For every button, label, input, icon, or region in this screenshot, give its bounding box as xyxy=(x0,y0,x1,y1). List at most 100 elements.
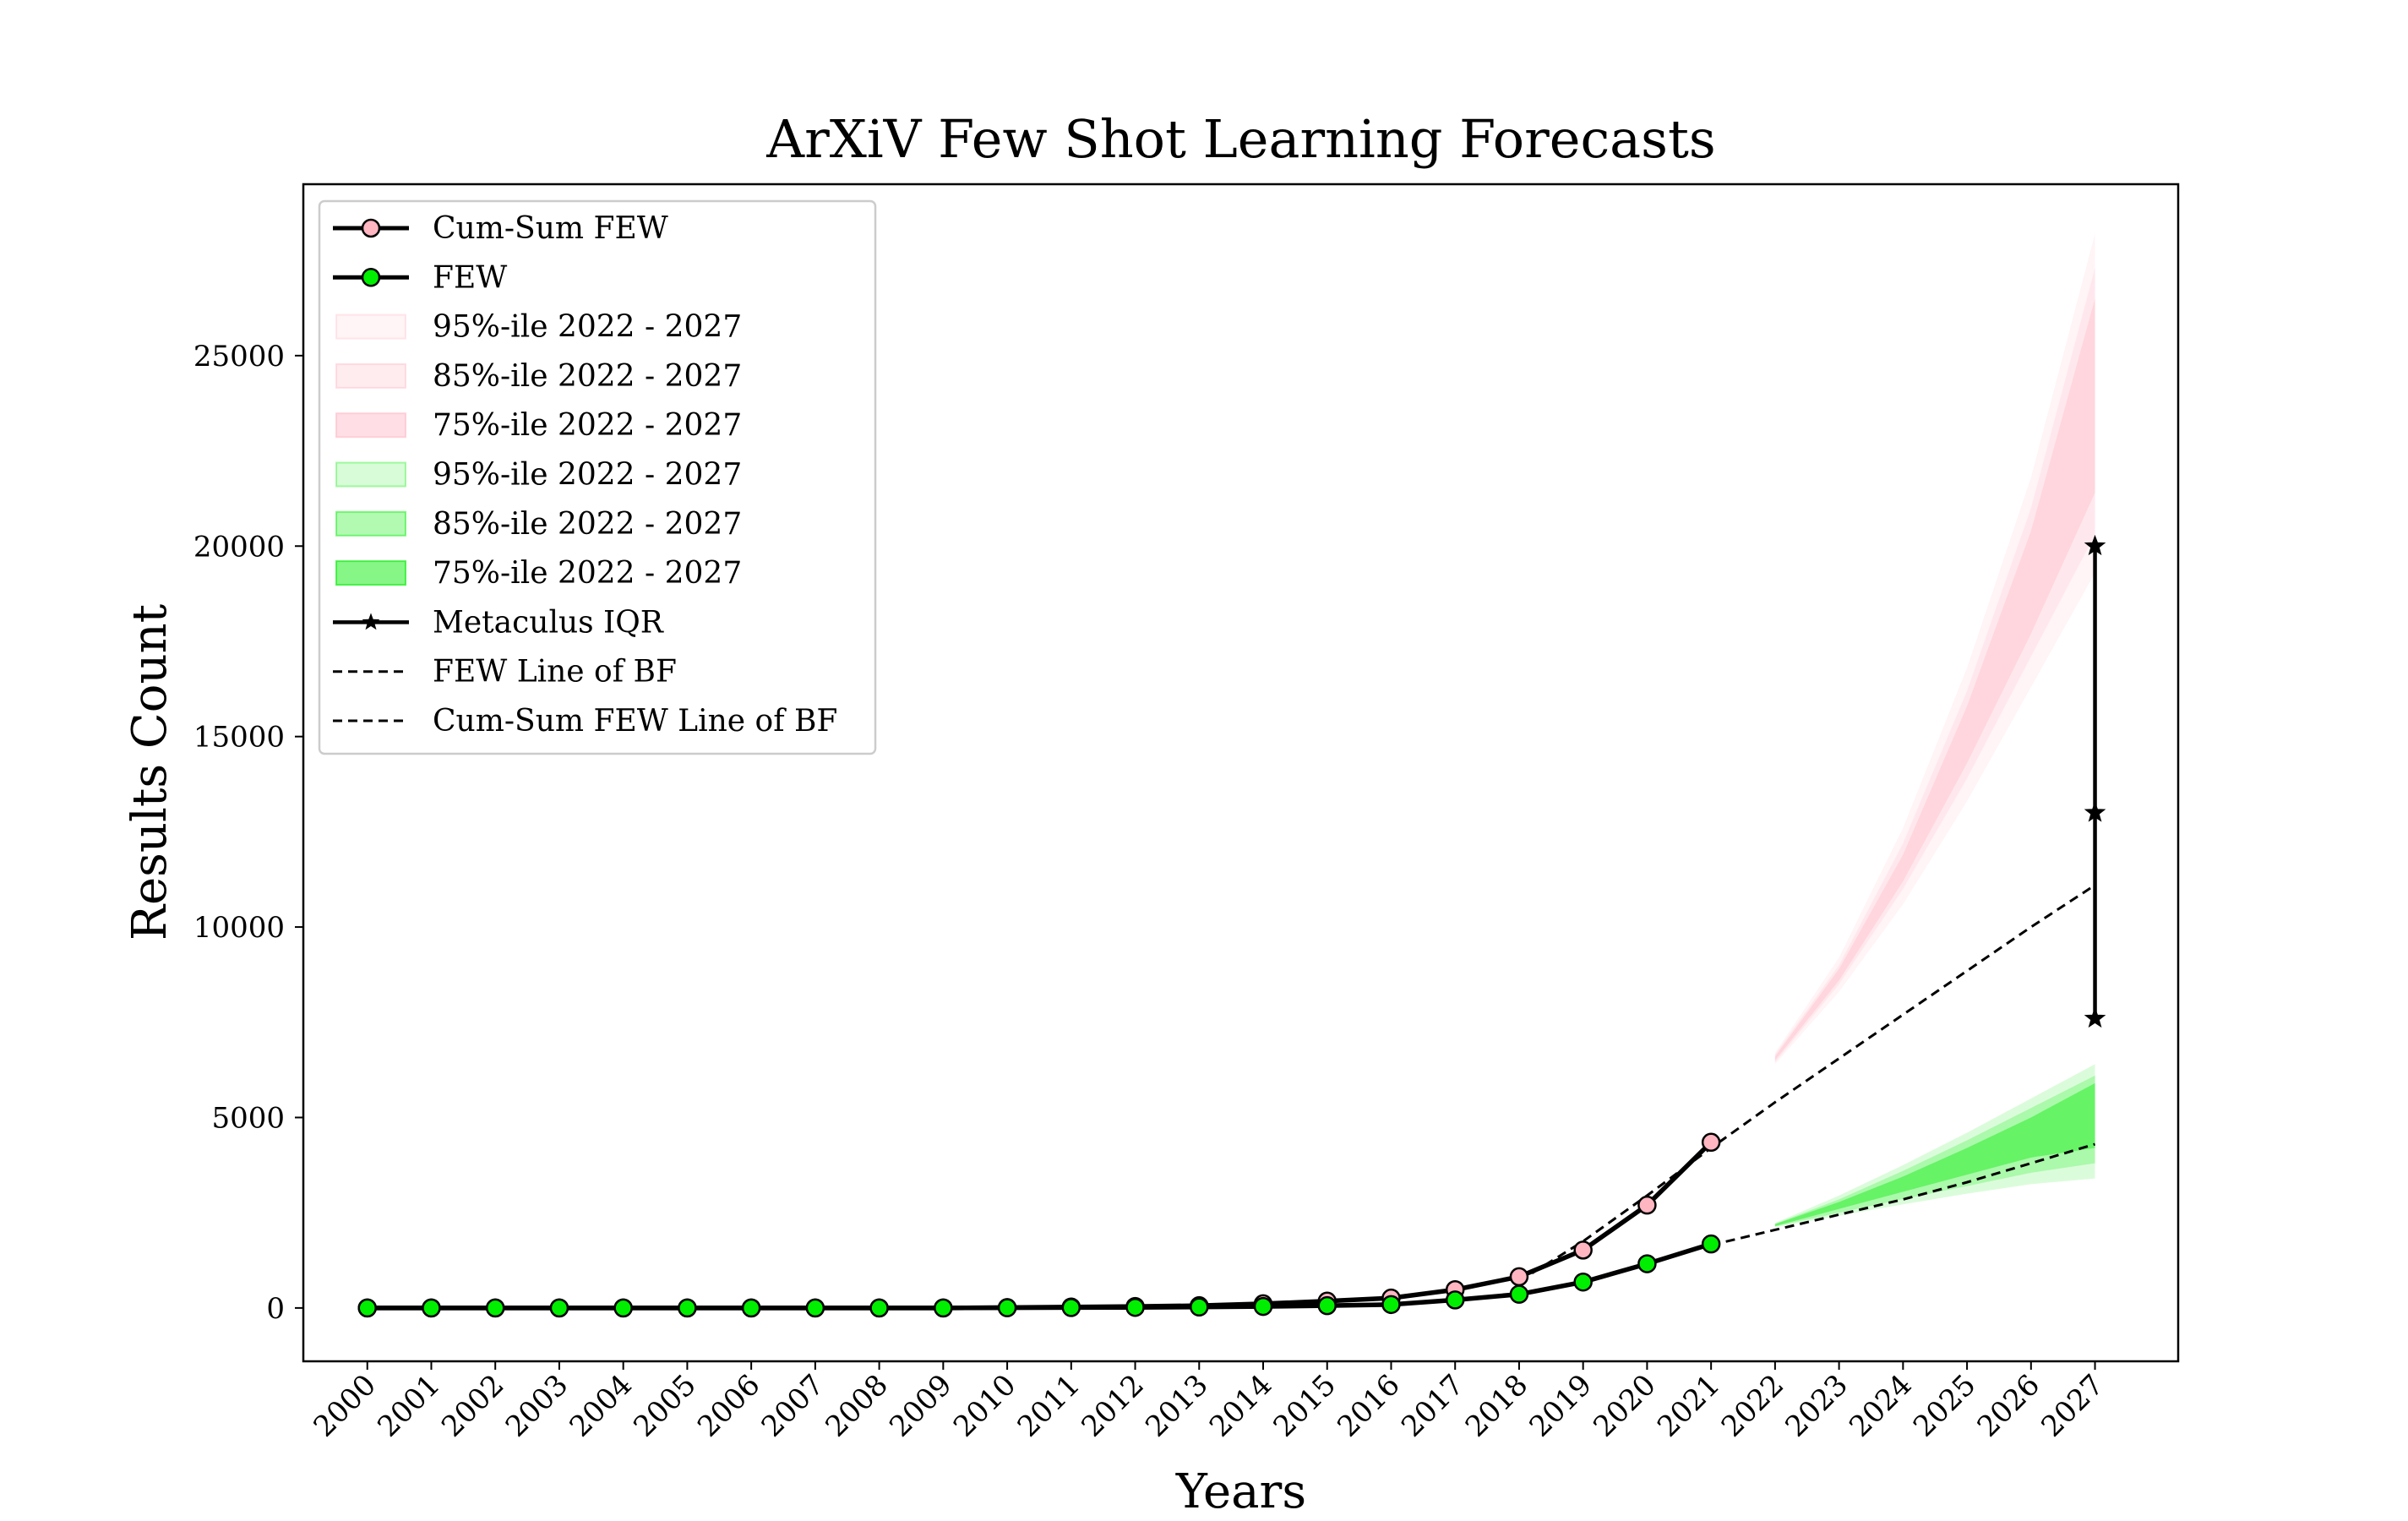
iqr-point xyxy=(2084,1006,2106,1028)
x-tick-label: 2015 xyxy=(1267,1368,1343,1443)
data-point xyxy=(1573,1240,1593,1260)
y-axis-label: Results Count xyxy=(123,603,177,940)
x-tick-label: 2000 xyxy=(308,1368,383,1443)
series-line xyxy=(367,1140,1713,1311)
x-tick-label: 2022 xyxy=(1715,1368,1790,1443)
series-line xyxy=(367,1241,1712,1311)
series-lines xyxy=(367,546,2097,1311)
data-point xyxy=(1701,1132,1721,1153)
legend-label: Metaculus IQR xyxy=(433,605,664,640)
x-tick-label: 2026 xyxy=(1971,1368,2046,1443)
x-tick-label: 2019 xyxy=(1523,1368,1599,1443)
data-point xyxy=(549,1298,569,1318)
iqr-point xyxy=(2084,534,2106,556)
legend-swatch-patch xyxy=(335,510,406,537)
x-tick-label: 2027 xyxy=(2035,1368,2110,1443)
legend-swatch-marker xyxy=(361,268,381,287)
data-point xyxy=(1253,1296,1273,1317)
legend-swatch-patch xyxy=(335,412,406,439)
x-tick-label: 2008 xyxy=(819,1368,894,1443)
band-cumsum xyxy=(1774,268,2095,1063)
x-tick-label: 2013 xyxy=(1139,1368,1214,1443)
x-tick-label: 2005 xyxy=(627,1368,702,1443)
legend-label: FEW xyxy=(433,260,507,295)
data-point xyxy=(1701,1234,1721,1254)
data-point xyxy=(1061,1298,1081,1317)
legend-label: FEW Line of BF xyxy=(433,655,677,690)
legend-label: 95%-ile 2022 - 2027 xyxy=(433,310,742,345)
x-tick-label: 2024 xyxy=(1843,1368,1918,1443)
data-point xyxy=(869,1298,889,1318)
band-few xyxy=(1774,1082,2095,1226)
series-line xyxy=(1710,1142,2095,1246)
legend-swatch-patch xyxy=(335,363,406,389)
chart-title: ArXiV Few Shot Learning Forecasts xyxy=(765,108,1715,170)
data-point xyxy=(1509,1284,1529,1304)
data-point xyxy=(485,1298,505,1318)
band-cumsum xyxy=(1774,298,2095,1060)
x-tick-label: 2011 xyxy=(1011,1368,1087,1443)
legend-box xyxy=(318,199,877,755)
data-point xyxy=(1190,1297,1209,1317)
x-tick-label: 2016 xyxy=(1331,1368,1406,1443)
data-point xyxy=(1381,1295,1401,1315)
x-tick-label: 2002 xyxy=(435,1368,510,1443)
iqr-point xyxy=(2084,801,2106,822)
legend: Cum-Sum FEW FEW 95%-ile 2022 - 2027 85%-ile… xyxy=(318,199,877,755)
legend-label: Cum-Sum FEW xyxy=(433,211,668,246)
y-tick-label: 15000 xyxy=(193,721,285,755)
legend-label: Cum-Sum FEW Line of BF xyxy=(433,704,837,739)
x-tick-label: 2004 xyxy=(564,1368,639,1443)
x-axis-label: Years xyxy=(1175,1464,1306,1519)
data-point xyxy=(741,1298,761,1318)
x-tick-label: 2021 xyxy=(1651,1368,1726,1443)
x-tick-label: 2006 xyxy=(691,1368,766,1443)
y-tick-label: 25000 xyxy=(193,340,285,373)
x-tick-label: 2014 xyxy=(1203,1368,1278,1443)
band-cumsum xyxy=(1774,233,2095,1065)
legend-swatch-marker xyxy=(361,218,381,238)
y-axis: 0 5000 10000 15000 20000 25000 xyxy=(193,340,303,1326)
band-few xyxy=(1774,1064,2095,1228)
data-point xyxy=(805,1298,825,1318)
y-tick-label: 10000 xyxy=(193,911,285,945)
data-point xyxy=(1573,1272,1593,1292)
x-tick-label: 2003 xyxy=(499,1368,575,1443)
data-point xyxy=(1509,1267,1529,1287)
data-point xyxy=(613,1298,633,1318)
legend-swatch-star xyxy=(362,613,380,630)
legend-label: 85%-ile 2022 - 2027 xyxy=(433,507,742,542)
data-point xyxy=(997,1298,1017,1317)
legend-label: 75%-ile 2022 - 2027 xyxy=(433,408,742,443)
legend-swatch-patch xyxy=(335,560,406,586)
data-point xyxy=(357,1298,377,1318)
plot-frame xyxy=(302,183,2180,1363)
x-tick-label: 2012 xyxy=(1075,1368,1150,1443)
y-tick-label: 0 xyxy=(266,1292,285,1326)
x-tick-label: 2001 xyxy=(371,1368,446,1443)
y-tick-label: 20000 xyxy=(193,530,285,564)
legend-swatch-patch xyxy=(335,461,406,488)
x-tick-label: 2025 xyxy=(1907,1368,1982,1443)
x-tick-label: 2018 xyxy=(1459,1368,1534,1443)
y-tick-label: 5000 xyxy=(211,1101,285,1135)
data-point xyxy=(1125,1297,1145,1317)
data-point xyxy=(1637,1254,1657,1273)
legend-label: 85%-ile 2022 - 2027 xyxy=(433,359,742,394)
series-points xyxy=(357,534,2106,1318)
data-point xyxy=(934,1298,953,1318)
data-point xyxy=(1637,1195,1657,1215)
data-point xyxy=(1445,1290,1465,1310)
confidence-bands xyxy=(1774,233,2095,1228)
series-line xyxy=(1518,884,2096,1283)
legend-swatch-patch xyxy=(335,313,406,340)
data-point xyxy=(422,1298,441,1318)
x-tick-label: 2010 xyxy=(947,1368,1022,1443)
data-point xyxy=(1317,1295,1337,1316)
x-tick-label: 2017 xyxy=(1395,1368,1470,1443)
data-point xyxy=(678,1298,697,1318)
x-axis: 2000200120022003200420052006200720082009… xyxy=(308,1361,2111,1444)
legend-label: 95%-ile 2022 - 2027 xyxy=(433,458,742,493)
x-tick-label: 2023 xyxy=(1779,1368,1855,1443)
